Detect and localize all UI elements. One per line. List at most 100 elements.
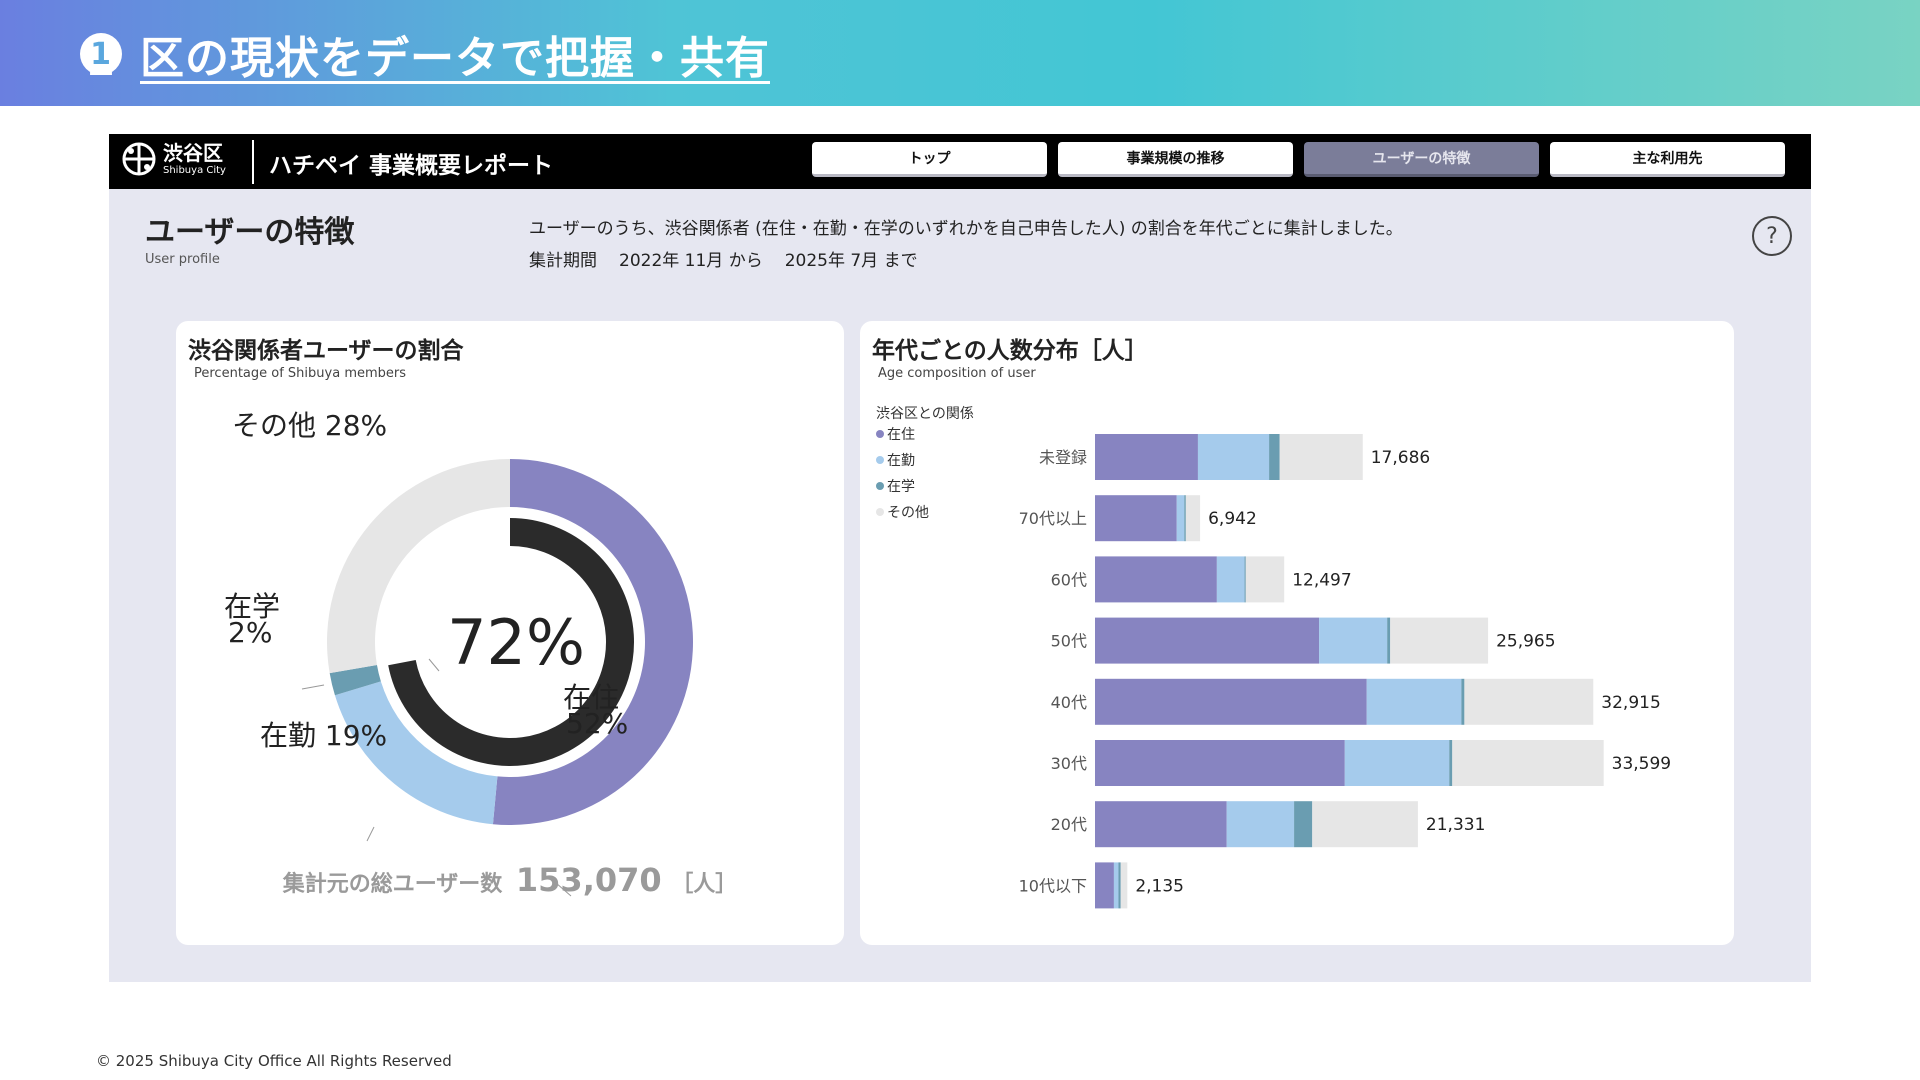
- donut-leader-line: [301, 684, 325, 690]
- bar-category-label: 10代以下: [1019, 876, 1087, 895]
- logo-main-text: 渋谷区: [163, 140, 223, 165]
- legend-other[interactable]: その他: [876, 502, 929, 522]
- bar-segment-work[interactable]: [1366, 678, 1462, 725]
- donut-leader-line: [366, 826, 375, 842]
- legend-resident[interactable]: 在住: [876, 424, 915, 444]
- bar-segment-other[interactable]: [1185, 495, 1201, 542]
- bar-category-label: 60代: [1051, 570, 1087, 589]
- donut-slice-school[interactable]: [329, 664, 381, 696]
- donut-label-resident-pct: 52%: [566, 707, 628, 740]
- bar-segment-resident[interactable]: [1095, 862, 1114, 909]
- bar-segment-work[interactable]: [1197, 434, 1270, 480]
- bar-segment-resident[interactable]: [1095, 434, 1198, 480]
- bar-segment-school[interactable]: [1184, 495, 1186, 542]
- bar-segment-school[interactable]: [1118, 862, 1121, 909]
- page-title: ユーザーの特徴: [145, 215, 355, 250]
- donut-label-other: その他 28%: [232, 409, 387, 442]
- nav-top[interactable]: トップ: [812, 142, 1047, 177]
- donut-card-title: 渋谷関係者ユーザーの割合: [188, 338, 464, 364]
- donut-slice-work[interactable]: [334, 681, 498, 825]
- nav-main-usage[interactable]: 主な利用先: [1550, 142, 1785, 177]
- bar-total-label: 6,942: [1208, 509, 1257, 529]
- donut-leader-line: [428, 658, 440, 672]
- bar-segment-school[interactable]: [1294, 801, 1313, 848]
- inner-ring-arc: [388, 518, 634, 766]
- period-to: 2025年 7月 まで: [784, 251, 918, 271]
- bar-total-label: 17,686: [1371, 448, 1430, 468]
- total-users-value: 153,070: [515, 861, 662, 899]
- bar-category-label: 20代: [1051, 815, 1087, 834]
- donut-slice-resident[interactable]: [492, 459, 694, 826]
- logo-sub-text: Shibuya City: [163, 164, 226, 176]
- donut-center-value: 72%: [447, 606, 585, 679]
- bar-segment-work[interactable]: [1113, 862, 1119, 909]
- bar-segment-resident[interactable]: [1095, 495, 1177, 542]
- header-divider: [252, 140, 254, 184]
- bar-category-label: 30代: [1051, 754, 1087, 773]
- donut-label-school-pct: 2%: [228, 616, 272, 649]
- report-title: ハチペイ 事業概要レポート: [269, 153, 554, 179]
- bar-card-title: 年代ごとの人数分布［人］: [872, 338, 1148, 364]
- banner-title: 1 区の現状をデータで把握・共有: [80, 22, 770, 86]
- nav-business-scale[interactable]: 事業規模の推移: [1058, 142, 1293, 177]
- bar-segment-school[interactable]: [1461, 678, 1465, 725]
- bar-segment-resident[interactable]: [1095, 740, 1345, 786]
- bar-category-label: 50代: [1051, 632, 1087, 651]
- bar-category-label: 40代: [1051, 693, 1087, 712]
- total-users-unit: ［人］: [671, 872, 738, 897]
- nav-user-profile[interactable]: ユーザーの特徴: [1304, 142, 1539, 177]
- bar-category-label: 未登録: [1039, 448, 1087, 467]
- legend-label-school: 在学: [887, 479, 915, 495]
- donut-label-school-name: 在学: [224, 590, 280, 623]
- bar-segment-work[interactable]: [1216, 556, 1245, 603]
- donut-leader-line: [555, 882, 572, 897]
- bar-segment-resident[interactable]: [1095, 801, 1227, 848]
- bar-total-label: 21,331: [1426, 815, 1485, 835]
- bar-segment-resident[interactable]: [1095, 617, 1320, 664]
- shibuya-logo[interactable]: 渋谷区 Shibuya City: [121, 141, 226, 177]
- footer-copyright: © 2025 Shibuya City Office All Rights Re…: [96, 1052, 452, 1070]
- legend-school[interactable]: 在学: [876, 476, 915, 496]
- bar-segment-other[interactable]: [1452, 740, 1604, 786]
- donut-card: 渋谷関係者ユーザーの割合 Percentage of Shibuya membe…: [176, 321, 844, 945]
- bar-total-label: 12,497: [1292, 570, 1351, 590]
- donut-card-subtitle: Percentage of Shibuya members: [194, 366, 407, 381]
- bar-segment-school[interactable]: [1449, 740, 1453, 786]
- help-icon[interactable]: ?: [1752, 216, 1792, 256]
- period-label: 集計期間: [529, 251, 597, 271]
- bar-segment-school[interactable]: [1244, 556, 1246, 603]
- bar-segment-other[interactable]: [1312, 801, 1418, 848]
- legend-dot-work: [876, 456, 884, 464]
- donut-label-work: 在勤 19%: [260, 719, 387, 752]
- legend-work[interactable]: 在勤: [876, 450, 915, 470]
- bar-segment-work[interactable]: [1319, 617, 1388, 664]
- bar-total-label: 32,915: [1601, 693, 1660, 713]
- donut-slice-other[interactable]: [327, 459, 510, 674]
- total-users-label: 集計元の総ユーザー数: [282, 872, 503, 897]
- bar-segment-other[interactable]: [1464, 678, 1594, 725]
- page-description: ユーザーのうち、渋谷関係者 (在住・在勤・在学のいずれかを自己申告した人) の割…: [529, 219, 1403, 239]
- bar-segment-resident[interactable]: [1095, 556, 1217, 603]
- page-subtitle: User profile: [145, 252, 220, 267]
- bar-total-label: 33,599: [1612, 754, 1671, 774]
- period-row: 集計期間 2022年 11月 から 2025年 7月 まで: [529, 246, 918, 271]
- bar-category-label: 70代以上: [1019, 509, 1087, 528]
- bar-segment-school[interactable]: [1387, 617, 1391, 664]
- bar-segment-school[interactable]: [1269, 434, 1280, 480]
- period-from: 2022年 11月 から: [619, 251, 763, 271]
- bar-segment-other[interactable]: [1390, 617, 1489, 664]
- bar-segment-other[interactable]: [1245, 556, 1285, 603]
- bar-segment-work[interactable]: [1176, 495, 1185, 542]
- banner-title-text: 区の現状をデータで把握・共有: [140, 33, 770, 84]
- bar-segment-work[interactable]: [1344, 740, 1450, 786]
- section-number-badge: 1: [80, 33, 122, 75]
- bar-segment-other[interactable]: [1279, 434, 1363, 480]
- bar-segment-work[interactable]: [1226, 801, 1295, 848]
- stacked-bar-chart: 未登録 17,686 70代以上 6,942 60代 12,497 50代 25,965 40代…: [1019, 434, 1671, 909]
- legend-label-other: その他: [887, 505, 929, 521]
- legend-dot-school: [876, 482, 884, 490]
- report-topbar: 渋谷区 Shibuya City ハチペイ 事業概要レポート トップ 事業規模の…: [109, 134, 1811, 189]
- bar-segment-resident[interactable]: [1095, 678, 1367, 725]
- bar-segment-other[interactable]: [1120, 862, 1128, 909]
